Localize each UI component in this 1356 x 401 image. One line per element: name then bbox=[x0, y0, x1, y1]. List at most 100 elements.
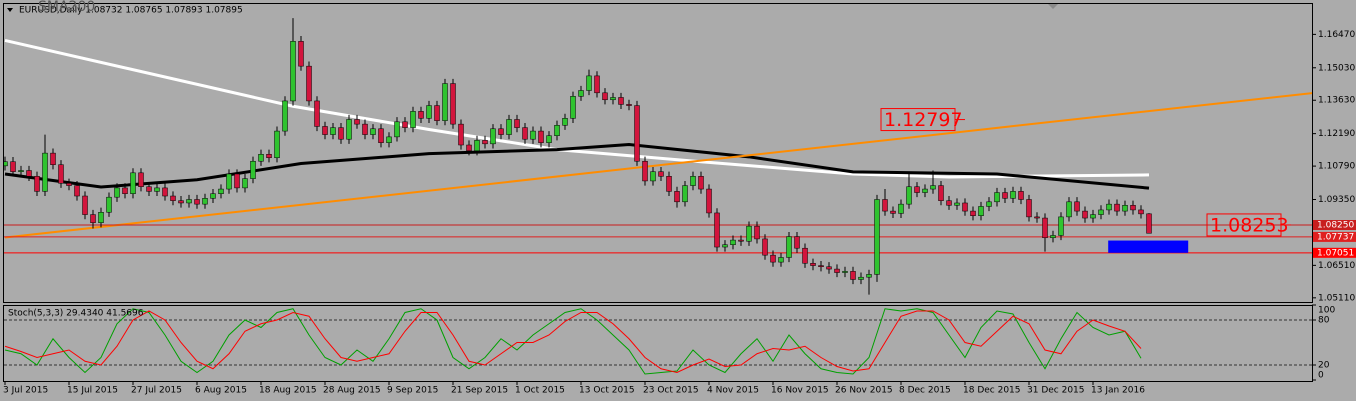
indicator-label: SMA200 bbox=[38, 0, 95, 15]
x-tick-label: 13 Jan 2016 bbox=[1091, 386, 1145, 396]
candle-body bbox=[818, 265, 824, 268]
candle-body bbox=[1122, 205, 1128, 212]
y-tick-label: 0 bbox=[1318, 371, 1324, 381]
candle-body bbox=[1138, 209, 1144, 215]
candle-body bbox=[594, 75, 600, 94]
candle-body bbox=[1090, 214, 1096, 219]
candle-body bbox=[202, 198, 208, 205]
candle-body bbox=[34, 176, 40, 192]
candle-body bbox=[1074, 201, 1080, 212]
candle-body bbox=[578, 90, 584, 97]
candle-body bbox=[226, 173, 232, 190]
x-tick-label: 4 Nov 2015 bbox=[707, 386, 759, 396]
axes: 1.16470 1.15030 1.13630 1.12190 1.10790 1.093… bbox=[3, 30, 1356, 396]
candle-body bbox=[946, 200, 952, 206]
candle-body bbox=[738, 239, 744, 242]
x-tick-label: 27 Jul 2015 bbox=[131, 386, 182, 396]
candle-body bbox=[178, 200, 184, 204]
y-tick-label: 100 bbox=[1318, 306, 1335, 316]
candle-body bbox=[986, 201, 992, 207]
candle-body bbox=[850, 271, 856, 280]
candle-body bbox=[66, 183, 72, 186]
candle-body bbox=[626, 104, 632, 106]
candle-body bbox=[338, 127, 344, 140]
candle-body bbox=[954, 202, 960, 206]
candle-body bbox=[250, 160, 256, 179]
candle-body bbox=[642, 160, 648, 182]
candle-body bbox=[154, 187, 160, 192]
y-tick-label: 1.09350 bbox=[1318, 195, 1355, 205]
candle-body bbox=[962, 202, 968, 212]
shift-marker bbox=[1048, 4, 1058, 9]
candle-body bbox=[842, 271, 848, 273]
candle-body bbox=[42, 152, 48, 192]
level-label: 1.08250 bbox=[1317, 221, 1354, 231]
y-tick-label: 1.12190 bbox=[1318, 129, 1355, 139]
candle-body bbox=[890, 210, 896, 214]
y-tick-label: 80 bbox=[1318, 316, 1330, 326]
candle-body bbox=[658, 171, 664, 177]
x-tick-label: 3 Jul 2015 bbox=[3, 386, 48, 396]
candle-body bbox=[714, 212, 720, 248]
candle-body bbox=[1146, 213, 1152, 234]
candle-body bbox=[978, 206, 984, 216]
candle-body bbox=[18, 170, 24, 172]
main-panel bbox=[3, 3, 1313, 303]
candle-body bbox=[1026, 199, 1032, 218]
y-tick-label: 1.06510 bbox=[1318, 261, 1355, 271]
candle-body bbox=[266, 154, 272, 159]
candle-body bbox=[522, 127, 528, 140]
candle-body bbox=[306, 65, 312, 102]
candle-body bbox=[458, 123, 464, 146]
candle-body bbox=[194, 199, 200, 205]
x-tick-label: 9 Sep 2015 bbox=[387, 386, 438, 396]
candle-body bbox=[258, 154, 264, 162]
candle-body bbox=[650, 171, 656, 182]
zone bbox=[1108, 240, 1189, 253]
stoch-title: Stoch(5,3,3) 29.4340 41.5696 bbox=[8, 309, 144, 319]
candle-body bbox=[746, 225, 752, 242]
candle-body bbox=[898, 203, 904, 214]
candle-body bbox=[122, 187, 128, 194]
level-tag bbox=[1313, 220, 1356, 231]
candle-body bbox=[938, 185, 944, 201]
candle-body bbox=[82, 195, 88, 215]
candle-body bbox=[418, 111, 424, 119]
candle-body bbox=[90, 214, 96, 223]
candle-body bbox=[514, 119, 520, 128]
candle-body bbox=[394, 121, 400, 138]
x-tick-label: 15 Jul 2015 bbox=[67, 386, 118, 396]
candle-body bbox=[186, 199, 192, 204]
candle-body bbox=[610, 97, 616, 101]
candle-body bbox=[330, 127, 336, 135]
candle-body bbox=[346, 119, 352, 140]
candle-body bbox=[810, 263, 816, 266]
candle-body bbox=[914, 186, 920, 193]
candle-body bbox=[634, 105, 640, 162]
candle-body bbox=[114, 187, 120, 198]
candle-body bbox=[314, 100, 320, 127]
y-tick-label: 1.13630 bbox=[1318, 96, 1355, 106]
candle-body bbox=[586, 75, 592, 91]
level-tag bbox=[1313, 247, 1356, 258]
candle-body bbox=[426, 105, 432, 119]
candle-body bbox=[922, 188, 928, 193]
candle-body bbox=[1042, 217, 1048, 239]
candle-body bbox=[666, 176, 672, 192]
x-tick-label: 16 Nov 2015 bbox=[771, 386, 829, 396]
candle-body bbox=[882, 199, 888, 212]
candle-body bbox=[570, 96, 576, 119]
candle-body bbox=[858, 276, 864, 280]
x-tick-label: 18 Aug 2015 bbox=[259, 386, 317, 396]
candle-body bbox=[298, 41, 304, 67]
x-tick-label: 23 Oct 2015 bbox=[643, 386, 699, 396]
candle-body bbox=[442, 83, 448, 121]
x-tick-label: 31 Dec 2015 bbox=[1027, 386, 1085, 396]
candle-body bbox=[498, 128, 504, 135]
candle-body bbox=[1106, 203, 1112, 211]
candle-body bbox=[794, 236, 800, 249]
y-tick-label: 20 bbox=[1318, 361, 1330, 371]
candle-body bbox=[218, 188, 224, 194]
y-tick-label: 1.16470 bbox=[1318, 30, 1355, 40]
